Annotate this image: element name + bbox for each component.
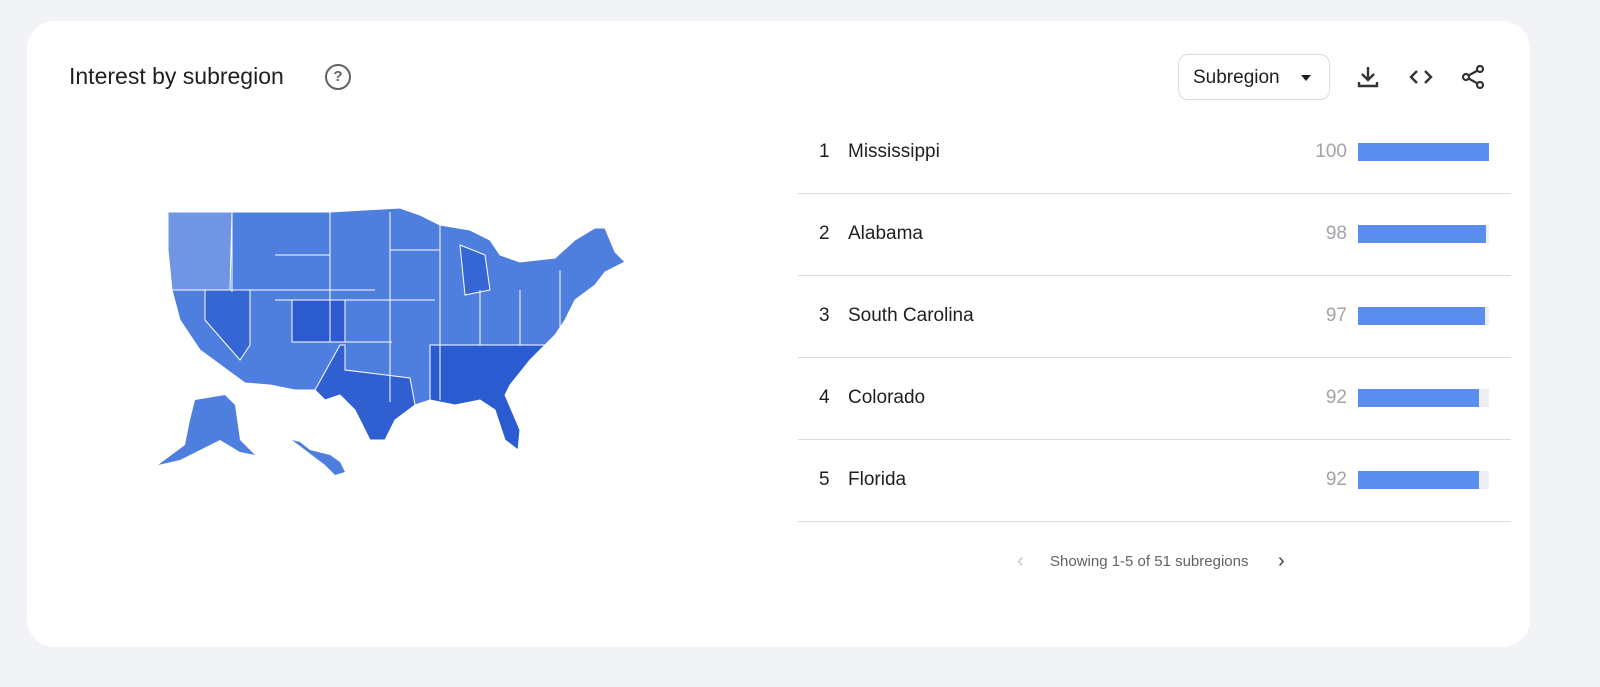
interest-value: 92 [1325,387,1347,408]
rank: 3 [819,305,830,326]
interest-bar-fill [1358,143,1489,161]
interest-value: 92 [1325,469,1347,490]
subregion-name: Colorado [848,387,926,408]
rank: 5 [819,469,830,490]
interest-value: 97 [1325,305,1347,326]
next-page-button[interactable]: › [1278,550,1285,572]
share-icon[interactable] [1460,64,1486,90]
rank: 2 [819,223,830,244]
interest-bar-fill [1358,471,1479,489]
state-southeast[interactable] [429,344,547,451]
subregion-dropdown[interactable]: Subregion [1178,54,1330,100]
state-borders [205,212,561,402]
interest-bar-track [1358,307,1489,325]
state-hawaii[interactable] [292,440,345,475]
dropdown-label: Subregion [1193,67,1280,88]
interest-bar-fill [1358,389,1479,407]
interest-bar-fill [1358,307,1486,325]
interest-bar-track [1358,389,1489,407]
subregion-name: Alabama [848,223,923,244]
state-alaska[interactable] [158,395,255,465]
interest-value: 100 [1315,141,1347,162]
state-texas[interactable] [314,344,416,441]
interest-value: 98 [1325,223,1347,244]
subregion-name: South Carolina [848,305,974,326]
list-item[interactable]: 4 Colorado 92 [798,357,1511,440]
list-item[interactable]: 3 South Carolina 97 [798,275,1511,358]
interest-bar-track [1358,471,1489,489]
subregion-name: Mississippi [848,141,940,162]
embed-code-icon[interactable] [1408,64,1434,90]
state-colorado[interactable] [291,299,346,343]
caret-down-icon [1301,75,1311,81]
interest-bar-track [1358,143,1489,161]
list-item[interactable]: 5 Florida 92 [798,439,1511,522]
pagination-text: Showing 1-5 of 51 subregions [1050,553,1249,570]
interest-bar-track [1358,225,1489,243]
help-circle-icon[interactable]: ? [325,64,351,90]
rank: 4 [819,387,830,408]
card-title: Interest by subregion [69,63,284,89]
interest-bar-fill [1358,225,1487,243]
us-map [158,207,626,475]
subregion-name: Florida [848,469,907,490]
previous-page-button[interactable]: ‹ [1017,550,1024,572]
state-michigan[interactable] [459,244,491,296]
rank: 1 [819,141,830,162]
list-item[interactable]: 1 Mississippi 100 [798,111,1511,194]
state-washington-oregon[interactable] [167,211,233,291]
list-item[interactable]: 2 Alabama 98 [798,193,1511,276]
download-icon[interactable] [1355,64,1381,90]
